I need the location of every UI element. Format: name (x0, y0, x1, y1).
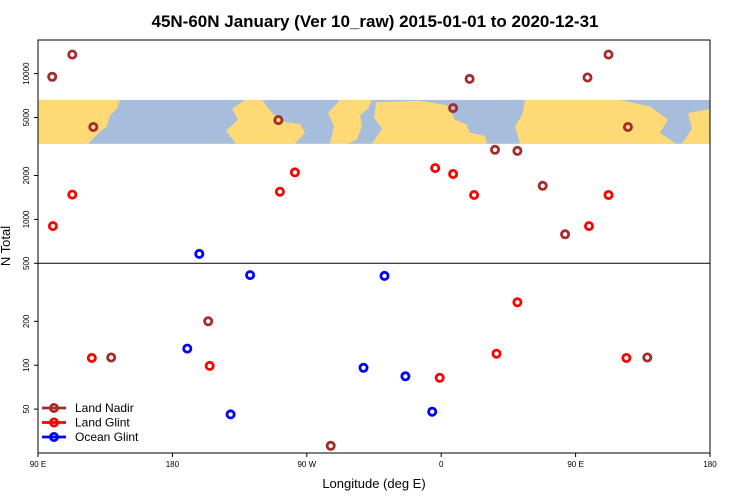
ocean-glint-point (358, 362, 369, 373)
land-glint-point (430, 163, 441, 174)
legend-label-land-nadir: Land Nadir (75, 401, 134, 415)
legend-marker-ocean-glint (49, 431, 60, 442)
landmass-6 (682, 108, 710, 144)
ocean-glint-point (182, 343, 193, 354)
y-tick-label: 500 (22, 256, 31, 270)
land-nadir-point (512, 145, 523, 156)
y-tick-label: 5000 (22, 108, 31, 126)
x-tick-label: 0 (439, 460, 444, 469)
land-nadir-point (622, 122, 633, 133)
land-glint-point (289, 167, 300, 178)
land-glint-point (274, 186, 285, 197)
land-glint-point (86, 352, 97, 363)
x-tick-label: 180 (703, 460, 717, 469)
land-glint-point (491, 348, 502, 359)
x-tick-label: 90 E (567, 460, 583, 469)
land-nadir-point (582, 72, 593, 83)
land-glint-point (434, 372, 445, 383)
x-tick-label: 90 W (297, 460, 316, 469)
land-nadir-point (448, 103, 459, 114)
landmass-2 (226, 99, 305, 144)
land-glint-point (469, 189, 480, 200)
land-glint-point (603, 189, 614, 200)
landmass-5 (515, 99, 676, 144)
land-glint-point (621, 352, 632, 363)
land-nadir-point (642, 352, 653, 363)
ocean-glint-point (400, 371, 411, 382)
land-nadir-point (537, 180, 548, 191)
ocean-glint-point (194, 248, 205, 259)
land-glint-point (584, 221, 595, 232)
plot-frame (37, 39, 711, 454)
land-nadir-point (88, 122, 99, 133)
ocean-glint-point (427, 406, 438, 417)
ocean-glint-point (379, 270, 390, 281)
legend-marker-land-glint (49, 417, 60, 428)
land-nadir-point (603, 49, 614, 60)
landmass-1 (38, 99, 120, 144)
x-axis-ticks: 90 E 180 90 W 0 90 E 180 (30, 453, 717, 469)
data-points (47, 49, 653, 451)
y-tick-label: 1000 (22, 210, 31, 228)
landmass-4 (372, 100, 487, 144)
legend-label-land-glint: Land Glint (75, 416, 130, 430)
y-tick-label: 10000 (22, 62, 31, 85)
land-glint-point (512, 297, 523, 308)
land-glint-point (204, 360, 215, 371)
map-landmasses (38, 99, 710, 144)
y-tick-label: 50 (22, 404, 31, 413)
y-tick-label: 2000 (22, 166, 31, 184)
land-nadir-point (325, 440, 336, 451)
land-nadir-point (560, 229, 571, 240)
y-axis-ticks: 50 100 200 500 1000 2000 5000 10000 (22, 62, 38, 414)
ocean-glint-point (225, 409, 236, 420)
legend-label-ocean-glint: Ocean Glint (75, 430, 139, 444)
y-tick-label: 100 (22, 358, 31, 372)
land-glint-point (47, 221, 58, 232)
land-nadir-point (464, 73, 475, 84)
map-band (38, 99, 710, 144)
land-nadir-point (489, 144, 500, 155)
land-nadir-point (67, 49, 78, 60)
land-glint-point (67, 189, 78, 200)
y-tick-label: 200 (22, 314, 31, 328)
chart-title: 45N-60N January (Ver 10_raw) 2015-01-01 … (152, 12, 599, 31)
land-nadir-point (47, 71, 58, 82)
x-tick-label: 180 (166, 460, 180, 469)
legend-marker-land-nadir (49, 402, 60, 413)
land-glint-point (448, 168, 459, 179)
ocean-glint-point (245, 270, 256, 281)
land-nadir-point (203, 316, 214, 327)
land-nadir-point (106, 352, 117, 363)
x-tick-label: 90 E (30, 460, 46, 469)
y-axis-label: N Total (0, 226, 13, 266)
landmass-3 (328, 99, 372, 144)
x-axis-label: Longitude (deg E) (322, 476, 425, 491)
land-nadir-point (273, 115, 284, 126)
